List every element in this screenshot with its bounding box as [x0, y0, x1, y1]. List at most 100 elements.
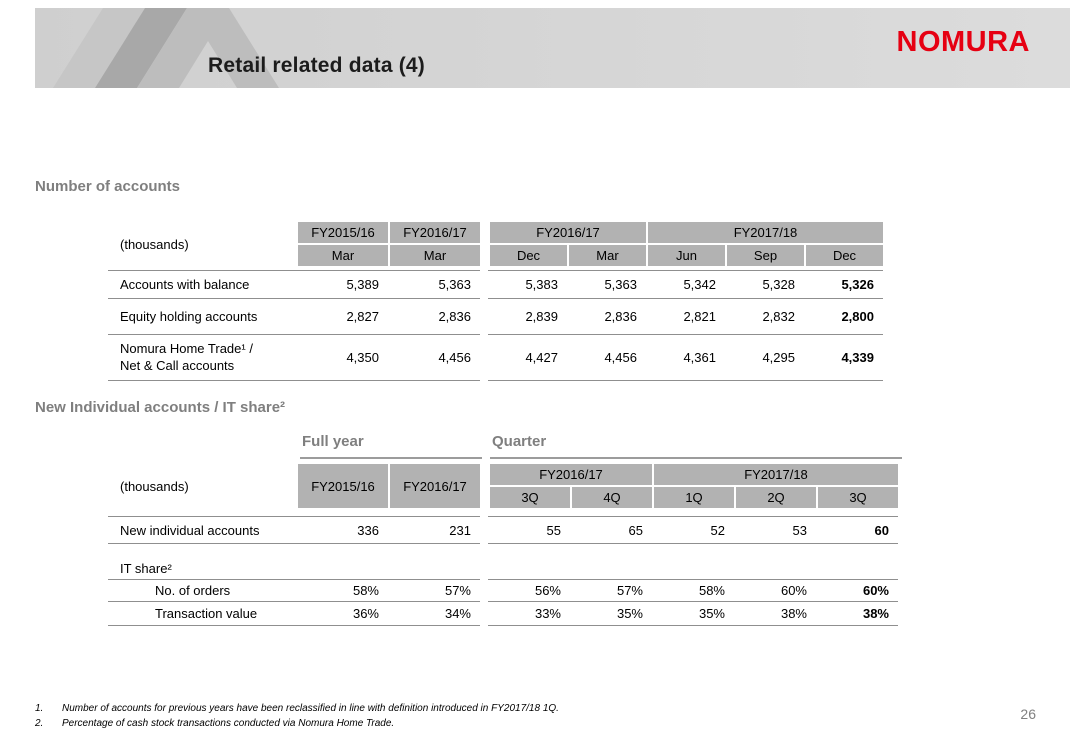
- column-gap: [480, 299, 488, 335]
- col-group-fy2016-17: FY2016/17: [488, 222, 646, 243]
- footnote-1: 1. Number of accounts for previous years…: [35, 702, 559, 717]
- data-cell: 38%: [780, 606, 807, 621]
- spacer: [108, 544, 898, 558]
- page-title: Retail related data (4): [208, 54, 425, 77]
- page-number: 26: [1020, 706, 1036, 722]
- data-cell: 60%: [780, 583, 807, 598]
- table-row-accounts-with-balance: Accounts with balance 5,389 5,363 5,383 …: [108, 270, 883, 299]
- data-cell: 2,836: [604, 309, 637, 324]
- subheader-dec: Dec: [804, 245, 883, 266]
- data-cell: 33%: [534, 606, 561, 621]
- data-cell-latest: 4,339: [841, 350, 874, 365]
- data-cell-latest: 5,326: [841, 277, 874, 292]
- footnote-number: 2.: [35, 717, 44, 729]
- data-cell: 2,821: [683, 309, 716, 324]
- subheader-sep: Sep: [725, 245, 804, 266]
- data-cell-latest: 2,800: [841, 309, 874, 324]
- unit-label: (thousands): [120, 236, 189, 252]
- data-cell: 5,363: [438, 277, 471, 292]
- data-cell: 336: [357, 522, 379, 538]
- data-cell: 35%: [616, 606, 643, 621]
- data-cell: 58%: [352, 583, 379, 598]
- column-gap: [480, 602, 488, 626]
- data-cell: 5,383: [525, 277, 558, 292]
- data-cell: 58%: [698, 583, 725, 598]
- data-cell: 4,427: [525, 350, 558, 365]
- subheader-4q: 4Q: [570, 487, 652, 508]
- data-cell: 2,836: [438, 309, 471, 324]
- data-cell: 55: [546, 522, 561, 538]
- footnote-text: Percentage of cash stock transactions co…: [62, 717, 395, 729]
- row-label: No. of orders: [155, 583, 231, 598]
- data-cell: 35%: [698, 606, 725, 621]
- data-cell: 57%: [616, 583, 643, 598]
- row-label: Equity holding accounts: [120, 309, 258, 324]
- subheader-mar: Mar: [296, 245, 388, 266]
- data-cell: 4,295: [762, 350, 795, 365]
- data-cell: 2,832: [762, 309, 795, 324]
- col-group-fy2017-18: FY2017/18: [652, 464, 898, 485]
- row-label: Accounts with balance: [120, 277, 250, 292]
- table-row-transaction-value: Transaction value 36% 34% 33% 35% 35% 38…: [108, 602, 898, 626]
- it-section-heading: New Individual accounts / IT share²: [35, 399, 286, 416]
- column-gap: [480, 580, 488, 602]
- full-year-label: Full year: [302, 433, 364, 450]
- footnote-number: 1.: [35, 703, 44, 714]
- data-cell-latest: 60: [874, 522, 889, 538]
- data-cell: 57%: [444, 583, 471, 598]
- col-header-fy2016-17: FY2016/17: [388, 222, 480, 243]
- header-band: [35, 8, 1070, 88]
- data-cell-latest: 38%: [862, 606, 889, 621]
- column-gap: [480, 245, 488, 266]
- subheader-mar: Mar: [388, 245, 480, 266]
- column-gap: [480, 558, 488, 580]
- footnotes: 1. Number of accounts for previous years…: [35, 702, 559, 731]
- accounts-section-heading: Number of accounts: [35, 178, 181, 195]
- data-cell: 5,363: [604, 277, 637, 292]
- row-label: IT share²: [120, 561, 172, 576]
- table-row-new-individual-accounts: New individual accounts 336 231 55 65 52…: [108, 516, 898, 544]
- col-header-fy2015-16: FY2015/16: [296, 464, 388, 508]
- full-year-underline: [300, 457, 482, 459]
- data-cell: 65: [628, 522, 643, 538]
- col-group-fy2017-18: FY2017/18: [646, 222, 883, 243]
- quarter-underline: [490, 457, 902, 459]
- subheader-3q: 3Q: [816, 487, 898, 508]
- footnote-text: Number of accounts for previous years ha…: [62, 703, 559, 714]
- column-gap: [480, 464, 488, 508]
- data-cell: 34%: [444, 606, 471, 621]
- subheader-mar: Mar: [567, 245, 646, 266]
- accounts-table-header: (thousands) FY2015/16 FY2016/17 FY2016/1…: [108, 222, 883, 266]
- column-gap: [480, 270, 488, 299]
- data-cell: 52: [710, 522, 725, 538]
- table-row-home-trade-net-call: Nomura Home Trade¹ / Net & Call accounts…: [108, 335, 883, 381]
- row-label: Nomura Home Trade¹ / Net & Call accounts: [108, 341, 296, 375]
- col-header-fy2015-16: FY2015/16: [296, 222, 388, 243]
- table-row-no-of-orders: No. of orders 58% 57% 56% 57% 58% 60% 60…: [108, 580, 898, 602]
- quarter-label: Quarter: [492, 433, 547, 450]
- it-table-header: (thousands) FY2015/16 FY2016/17 FY2016/1…: [108, 464, 898, 508]
- data-cell: 56%: [534, 583, 561, 598]
- unit-label: (thousands): [120, 478, 189, 494]
- data-cell: 2,827: [346, 309, 379, 324]
- column-gap: [480, 222, 488, 243]
- subheader-jun: Jun: [646, 245, 725, 266]
- arrow-motif-decoration: [53, 8, 279, 88]
- data-cell: 231: [449, 522, 471, 538]
- data-cell: 5,328: [762, 277, 795, 292]
- accounts-table: (thousands) FY2015/16 FY2016/17 FY2016/1…: [108, 222, 883, 381]
- row-label: Transaction value: [155, 606, 258, 621]
- data-cell: 36%: [352, 606, 379, 621]
- subheader-2q: 2Q: [734, 487, 816, 508]
- column-gap: [480, 516, 488, 544]
- footnote-2: 2. Percentage of cash stock transactions…: [35, 717, 559, 732]
- data-cell: 4,456: [438, 350, 471, 365]
- subheader-1q: 1Q: [652, 487, 734, 508]
- data-cell: 2,839: [525, 309, 558, 324]
- data-cell: 4,456: [604, 350, 637, 365]
- data-cell: 53: [792, 522, 807, 538]
- row-label-line1: Nomura Home Trade¹ /: [120, 340, 253, 356]
- subheader-dec: Dec: [488, 245, 567, 266]
- table-row-equity-holding-accounts: Equity holding accounts 2,827 2,836 2,83…: [108, 299, 883, 335]
